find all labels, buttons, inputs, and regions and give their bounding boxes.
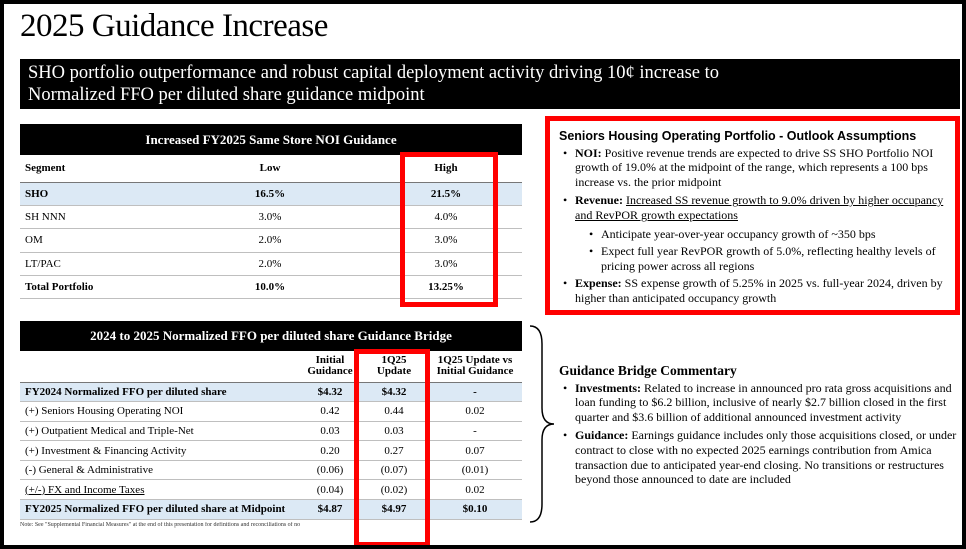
update-cell: (0.02) [360, 479, 428, 501]
high-cell: 3.0% [370, 252, 522, 277]
high-column-highlight-box [400, 152, 498, 307]
bridge-commentary-panel: Guidance Bridge Commentary Investments: … [559, 363, 959, 491]
low-cell: 2.0% [170, 252, 370, 277]
label-cell: FY2025 Normalized FFO per diluted share … [20, 499, 300, 520]
col-header-label [20, 351, 300, 383]
outlook-highlight-box [545, 116, 960, 315]
low-cell: 3.0% [170, 205, 370, 230]
noi-table-title: Increased FY2025 Same Store NOI Guidance [145, 131, 397, 147]
segment-cell: OM [20, 228, 170, 253]
initial-cell: $4.32 [300, 382, 360, 403]
table-row-total: FY2025 Normalized FFO per diluted share … [20, 499, 522, 520]
diff-cell: 0.02 [428, 401, 522, 422]
update-cell: (0.07) [360, 460, 428, 481]
curly-brace-icon [529, 325, 555, 523]
label-cell: (+) Outpatient Medical and Triple-Net [20, 421, 300, 442]
table-row: (+) Outpatient Medical and Triple-Net 0.… [20, 421, 522, 442]
low-cell: 2.0% [170, 228, 370, 253]
diff-cell: - [428, 421, 522, 442]
page-title: 2025 Guidance Increase [20, 8, 328, 44]
high-cell: 3.0% [370, 228, 522, 253]
initial-cell: 0.20 [300, 440, 360, 461]
col-header-initial: Initial Guidance [300, 351, 360, 383]
1q25-column-highlight-box [354, 349, 430, 545]
outlook-assumptions-panel: Seniors Housing Operating Portfolio - Ou… [559, 129, 957, 310]
table-row: SH NNN 3.0% 4.0% [20, 205, 522, 230]
label-cell: FY2024 Normalized FFO per diluted share [20, 382, 300, 403]
table-row: SHO 16.5% 21.5% [20, 182, 522, 206]
noi-bullet: NOI: Positive revenue trends are expecte… [559, 146, 957, 190]
segment-cell: SHO [20, 182, 170, 206]
guidance-bullet: Guidance: Earnings guidance includes onl… [559, 428, 959, 486]
table-row: FY2024 Normalized FFO per diluted share … [20, 382, 522, 403]
update-cell: 0.27 [360, 440, 428, 461]
diff-cell: - [428, 382, 522, 403]
update-cell: $4.32 [360, 382, 428, 403]
label-cell: (+) Investment & Financing Activity [20, 440, 300, 461]
revpor-sub-bullet: Expect full year RevPOR growth of 5.0%, … [559, 244, 957, 273]
ffo-bridge-table: 2024 to 2025 Normalized FFO per diluted … [20, 321, 522, 520]
occupancy-sub-bullet: Anticipate year-over-year occupancy grow… [559, 227, 957, 242]
segment-cell: SH NNN [20, 205, 170, 230]
low-cell: 16.5% [170, 182, 370, 206]
high-cell: 4.0% [370, 205, 522, 230]
diff-cell: $0.10 [428, 499, 522, 520]
diff-cell: 0.07 [428, 440, 522, 461]
footnote: Note: See "Supplemental Financial Measur… [20, 522, 301, 528]
initial-cell: (0.06) [300, 460, 360, 481]
label-cell: (+/-) FX and Income Taxes [20, 479, 300, 501]
expense-bullet: Expense: SS expense growth of 5.25% in 2… [559, 276, 957, 305]
subtitle-line-1: SHO portfolio outperformance and robust … [28, 63, 719, 83]
noi-guidance-table: Increased FY2025 Same Store NOI Guidance… [20, 124, 522, 300]
low-cell: 10.0% [170, 275, 370, 300]
initial-cell: 0.03 [300, 421, 360, 442]
col-header-low: Low [170, 155, 370, 183]
update-cell: 0.03 [360, 421, 428, 442]
update-cell: $4.97 [360, 499, 428, 520]
subtitle-banner: SHO portfolio outperformance and robust … [20, 59, 960, 109]
investments-bullet: Investments: Related to increase in anno… [559, 381, 959, 425]
ffo-table-title: 2024 to 2025 Normalized FFO per diluted … [90, 328, 452, 343]
table-row: LT/PAC 2.0% 3.0% [20, 252, 522, 277]
col-header-1q25: 1Q25 Update [360, 351, 428, 383]
table-row: (+/-) FX and Income Taxes (0.04) (0.02) … [20, 479, 522, 501]
label-cell: (-) General & Administrative [20, 460, 300, 481]
outlook-title: Seniors Housing Operating Portfolio - Ou… [559, 129, 917, 143]
diff-cell: 0.02 [428, 479, 522, 501]
col-header-segment: Segment [20, 155, 170, 183]
bridge-commentary-title: Guidance Bridge Commentary [559, 363, 737, 378]
initial-cell: (0.04) [300, 479, 360, 501]
high-cell: 13.25% [370, 275, 522, 300]
segment-cell: Total Portfolio [20, 275, 170, 300]
table-row: (-) General & Administrative (0.06) (0.0… [20, 460, 522, 481]
label-cell: (+) Seniors Housing Operating NOI [20, 401, 300, 422]
high-cell: 21.5% [370, 182, 522, 206]
segment-cell: LT/PAC [20, 252, 170, 277]
update-cell: 0.44 [360, 401, 428, 422]
table-row: (+) Investment & Financing Activity 0.20… [20, 440, 522, 461]
initial-cell: $4.87 [300, 499, 360, 520]
slide-content: 2025 Guidance Increase SHO portfolio out… [4, 4, 962, 545]
initial-cell: 0.42 [300, 401, 360, 422]
subtitle-line-2: Normalized FFO per diluted share guidanc… [28, 85, 425, 105]
table-row: (+) Seniors Housing Operating NOI 0.42 0… [20, 401, 522, 422]
table-row: OM 2.0% 3.0% [20, 228, 522, 253]
col-header-diff: 1Q25 Update vs Initial Guidance [428, 351, 522, 383]
table-row-total: Total Portfolio 10.0% 13.25% [20, 275, 522, 300]
revenue-bullet: Revenue: Increased SS revenue growth to … [559, 193, 957, 222]
diff-cell: (0.01) [428, 460, 522, 481]
